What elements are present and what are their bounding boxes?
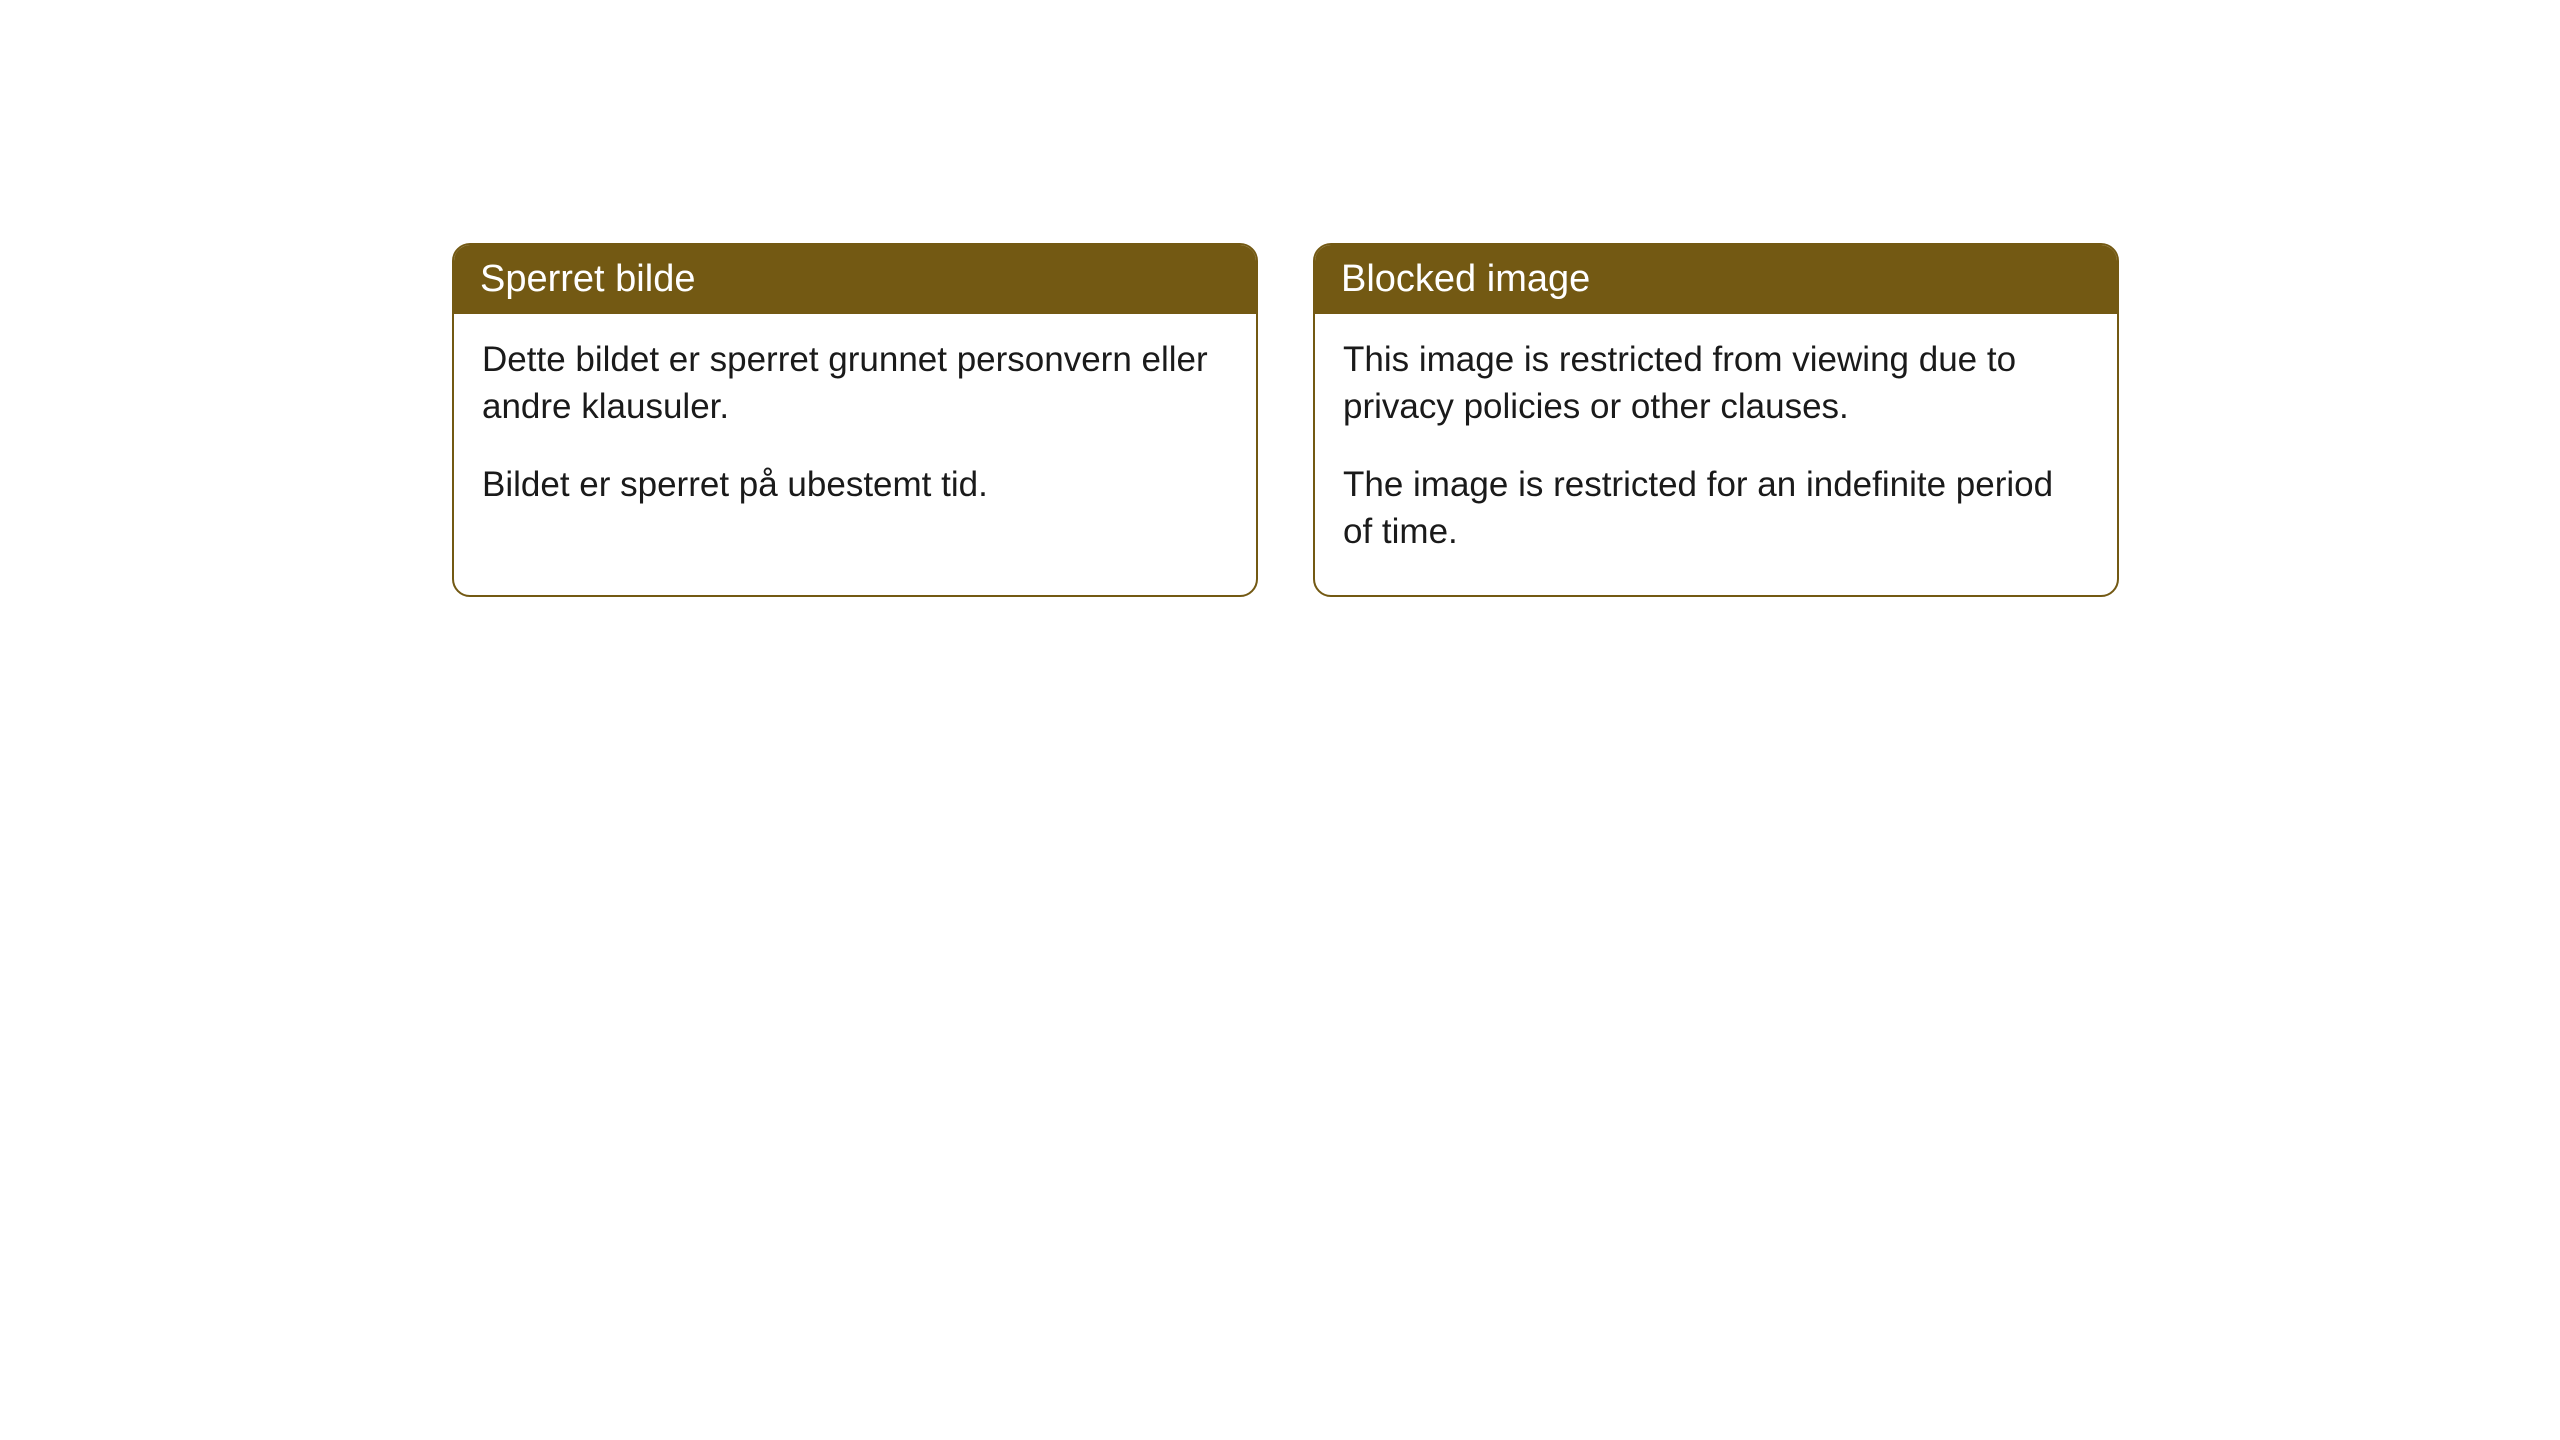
card-body-english: This image is restricted from viewing du… xyxy=(1315,314,2117,595)
card-header-norwegian: Sperret bilde xyxy=(454,245,1256,314)
notice-card-norwegian: Sperret bilde Dette bildet er sperret gr… xyxy=(452,243,1258,597)
notice-cards-container: Sperret bilde Dette bildet er sperret gr… xyxy=(452,243,2560,597)
notice-card-english: Blocked image This image is restricted f… xyxy=(1313,243,2119,597)
card-body-norwegian: Dette bildet er sperret grunnet personve… xyxy=(454,314,1256,548)
card-paragraph-norwegian-2: Bildet er sperret på ubestemt tid. xyxy=(482,461,1228,508)
card-header-english: Blocked image xyxy=(1315,245,2117,314)
card-paragraph-english-1: This image is restricted from viewing du… xyxy=(1343,336,2089,431)
card-title-norwegian: Sperret bilde xyxy=(480,258,695,300)
card-title-english: Blocked image xyxy=(1341,258,1590,300)
card-paragraph-norwegian-1: Dette bildet er sperret grunnet personve… xyxy=(482,336,1228,431)
card-paragraph-english-2: The image is restricted for an indefinit… xyxy=(1343,461,2089,556)
